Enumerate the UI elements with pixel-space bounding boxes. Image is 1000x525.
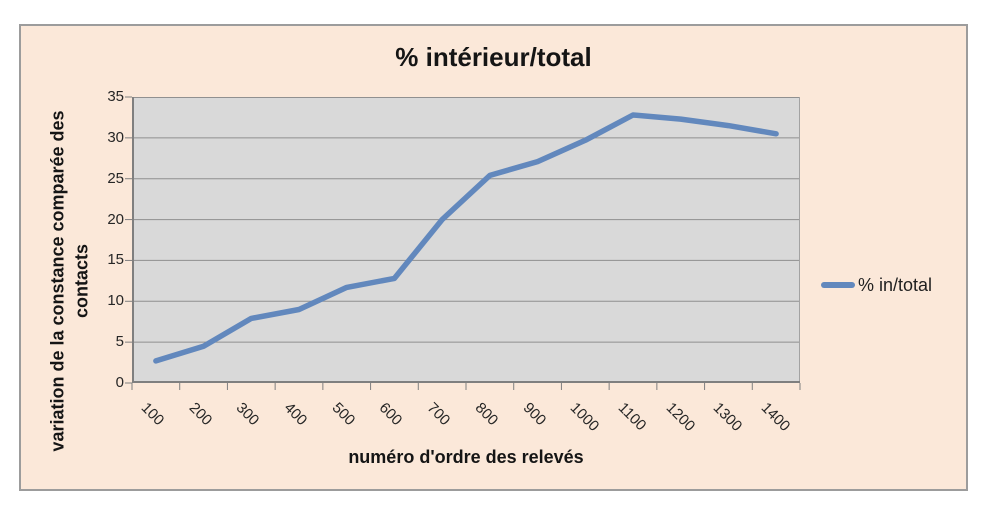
x-tick-label: 1100 [614, 399, 650, 435]
x-tick-label: 200 [185, 399, 215, 430]
x-tick-label: 600 [376, 399, 406, 430]
x-tick-label: 1000 [566, 399, 603, 435]
y-tick-label: 5 [115, 333, 124, 351]
x-axis-title: numéro d'ordre des relevés [348, 447, 584, 467]
legend[interactable]: % in/total [821, 274, 932, 296]
legend-line-marker [821, 282, 855, 288]
x-tick-label: 800 [471, 399, 502, 430]
y-tick-label: 25 [107, 169, 124, 187]
y-tick-label: 35 [107, 88, 124, 105]
plot-background [132, 97, 800, 383]
x-tick-label: 400 [280, 399, 311, 430]
x-tick-label: 500 [328, 399, 359, 430]
x-tick-label: 300 [232, 399, 263, 430]
x-tick-label: 1200 [662, 399, 699, 435]
legend-label: % in/total [858, 274, 933, 295]
y-tick-label: 30 [107, 128, 124, 146]
y-tick-label: 20 [107, 210, 124, 228]
x-tick-label: 100 [137, 399, 168, 430]
y-axis-title-line-1: variation de la constance comparée des [47, 110, 68, 452]
x-tick-label: 700 [423, 399, 454, 430]
y-tick-label: 15 [107, 251, 124, 269]
chart-frame[interactable]: % intérieur/total 0 5 10 15 20 25 30 35 100 200 3… [19, 24, 968, 491]
x-tick-label: 1300 [710, 399, 746, 435]
x-tick-label: 1400 [757, 399, 794, 435]
x-tick-label: 900 [519, 399, 549, 430]
plot-area[interactable] [125, 96, 801, 390]
chart-title[interactable]: % intérieur/total [395, 42, 592, 72]
series-line[interactable] [153, 112, 779, 364]
y-tick-label: 10 [107, 292, 124, 310]
y-tick-label: 0 [115, 374, 124, 391]
y-axis-title-line-2: contacts [71, 243, 92, 319]
